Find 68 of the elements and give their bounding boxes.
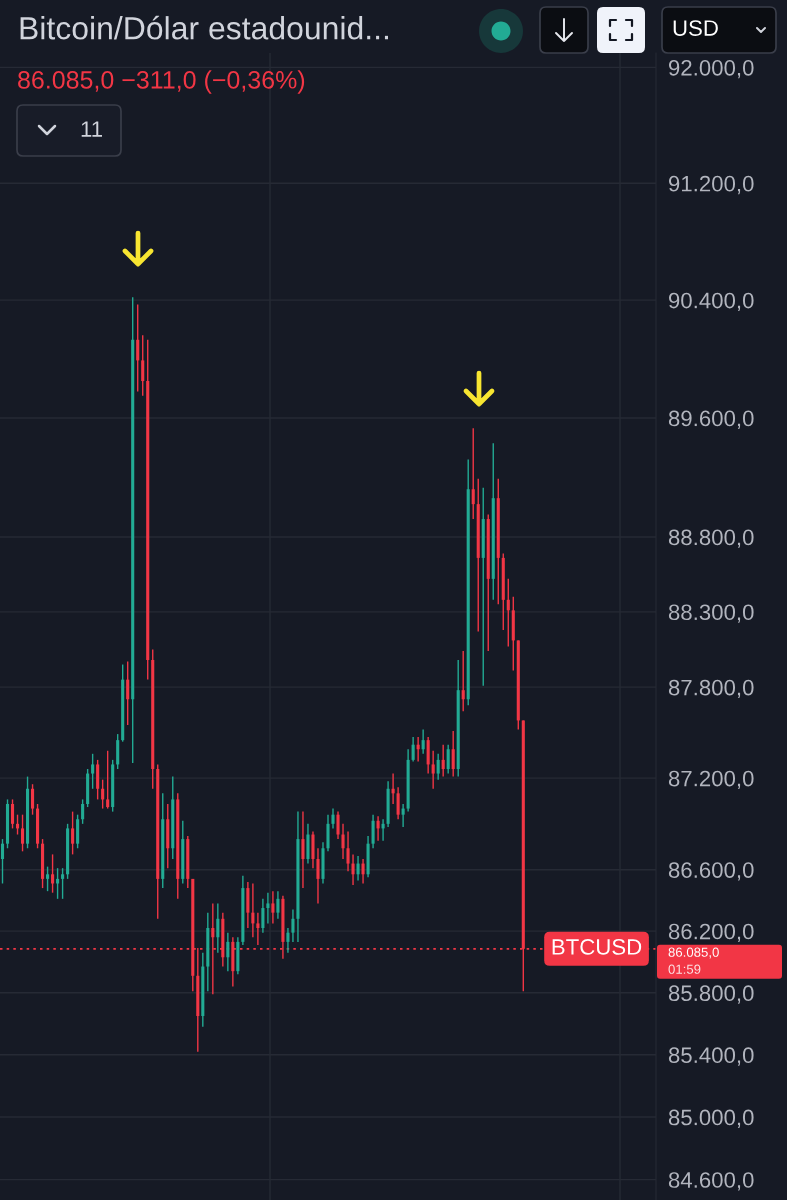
candlestick (51, 853, 55, 894)
text: 86.085,0 (668, 947, 719, 959)
candlestick (431, 750, 435, 790)
y-tick-label: 85.400,0 (668, 1047, 754, 1066)
candlestick (126, 660, 130, 726)
candlestick (461, 650, 465, 713)
candlestick (266, 891, 270, 925)
candlestick (331, 807, 335, 830)
candlestick (316, 847, 320, 905)
candlestick (276, 890, 280, 920)
y-tick-label: 86.200,0 (668, 923, 754, 942)
candlestick (301, 810, 305, 889)
y-tick-label: 91.200,0 (668, 175, 754, 195)
text: USD (673, 20, 718, 36)
candlestick (436, 753, 440, 781)
candlestick (10, 798, 15, 830)
candlestick (451, 730, 455, 778)
chart-title: Bitcoin/Dólar estadounid... (20, 15, 388, 40)
y-tick-label: 90.400,0 (668, 292, 754, 311)
candlestick (226, 931, 230, 972)
candlestick (371, 813, 375, 849)
candlestick (101, 778, 105, 810)
candlestick (396, 786, 400, 820)
y-tick-label: 92.000,0 (668, 59, 754, 79)
candlestick (71, 810, 75, 856)
candlestick (446, 744, 450, 775)
candlestick (141, 334, 145, 397)
candlestick (341, 823, 345, 860)
candlestick (411, 736, 415, 763)
y-tick-label: 88.800,0 (668, 529, 754, 548)
candlestick (471, 427, 475, 520)
y-tick-label: 85.000,0 (668, 1109, 754, 1128)
text: 86.085,0 −311,0 (−0,36%) (18, 70, 305, 94)
candlestick (421, 728, 425, 755)
candlestick (91, 753, 95, 790)
text: 01:59 (668, 964, 701, 974)
y-tick-label: 86.600,0 (668, 862, 754, 881)
candlestick (216, 902, 220, 954)
candlestick (20, 813, 25, 853)
candlestick (251, 882, 255, 938)
candlestick (31, 783, 35, 816)
y-tick-label: 87.200,0 (668, 770, 754, 790)
y-tick-label: 87.800,0 (668, 679, 754, 699)
annotation: 11 (81, 121, 102, 137)
candlestick (346, 830, 350, 872)
y-tick-label: 85.800,0 (668, 985, 754, 1004)
candlestick (336, 810, 340, 840)
candlestick (61, 867, 65, 900)
candlestick (256, 911, 260, 946)
ref-line-label: BTCUSD (552, 939, 642, 955)
y-tick-label: 88.300,0 (668, 604, 754, 623)
candlestick (261, 898, 265, 934)
candlestick (271, 890, 275, 925)
candlestick (506, 578, 510, 648)
candlestick (401, 803, 405, 828)
candlestick (106, 750, 110, 810)
candlestick (286, 927, 290, 954)
y-tick-label: 84.600,0 (668, 1172, 754, 1191)
y-tick-label: 89.600,0 (668, 410, 754, 429)
candlestick (351, 853, 355, 886)
candlestick (291, 908, 295, 943)
candlestick (81, 798, 85, 825)
candlestick (356, 855, 360, 882)
candlestick (0, 838, 5, 885)
candlestick (136, 303, 140, 393)
candlestick (361, 858, 365, 885)
candlestick (441, 744, 445, 778)
candlestick (46, 865, 50, 892)
